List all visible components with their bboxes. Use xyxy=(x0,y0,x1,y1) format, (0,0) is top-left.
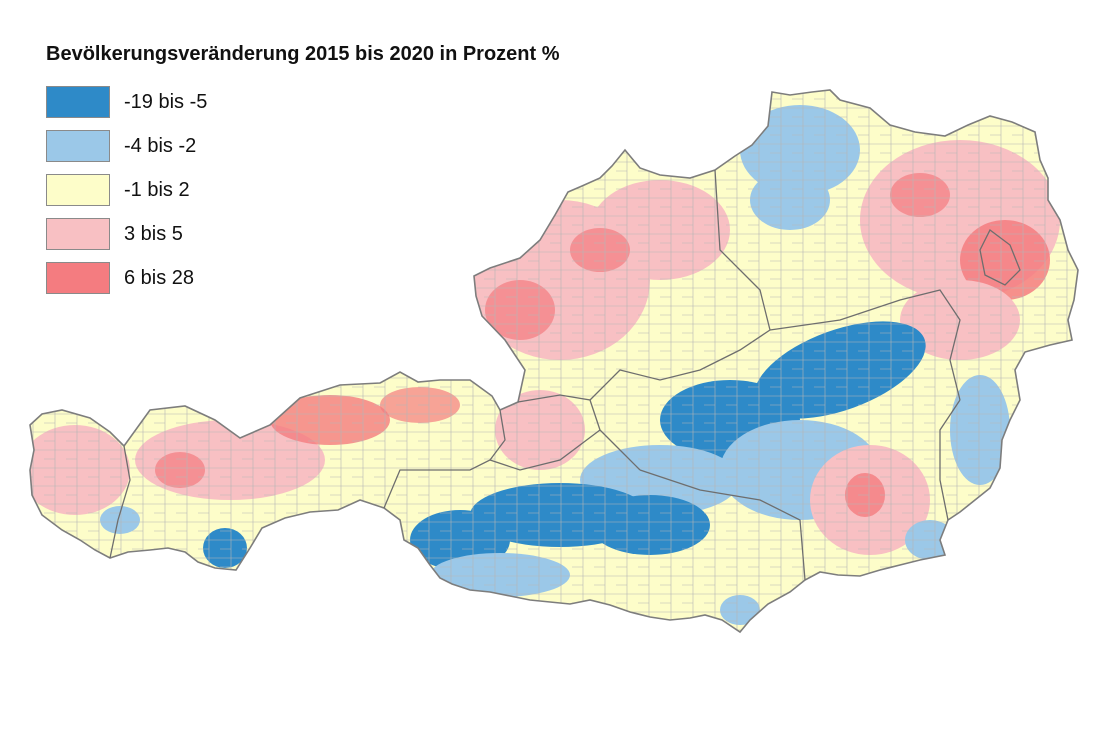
legend-item-5: 6 bis 28 xyxy=(46,256,207,300)
legend-swatch-3 xyxy=(46,174,110,206)
legend-swatch-2 xyxy=(46,130,110,162)
legend: -19 bis -5 -4 bis -2 -1 bis 2 3 bis 5 6 … xyxy=(46,80,207,300)
legend-item-1: -19 bis -5 xyxy=(46,80,207,124)
legend-item-2: -4 bis -2 xyxy=(46,124,207,168)
legend-swatch-1 xyxy=(46,86,110,118)
legend-label-2: -4 bis -2 xyxy=(124,134,197,157)
legend-label-4: 3 bis 5 xyxy=(124,222,183,245)
legend-item-3: -1 bis 2 xyxy=(46,168,207,212)
legend-label-1: -19 bis -5 xyxy=(124,90,208,113)
legend-item-4: 3 bis 5 xyxy=(46,212,207,256)
state-boundaries xyxy=(109,169,1021,581)
legend-swatch-5 xyxy=(46,262,110,294)
map-title: Bevölkerungsveränderung 2015 bis 2020 in… xyxy=(46,43,560,65)
legend-swatch-4 xyxy=(46,218,110,250)
legend-label-5: 6 bis 28 xyxy=(124,266,195,289)
legend-label-3: -1 bis 2 xyxy=(124,178,190,201)
